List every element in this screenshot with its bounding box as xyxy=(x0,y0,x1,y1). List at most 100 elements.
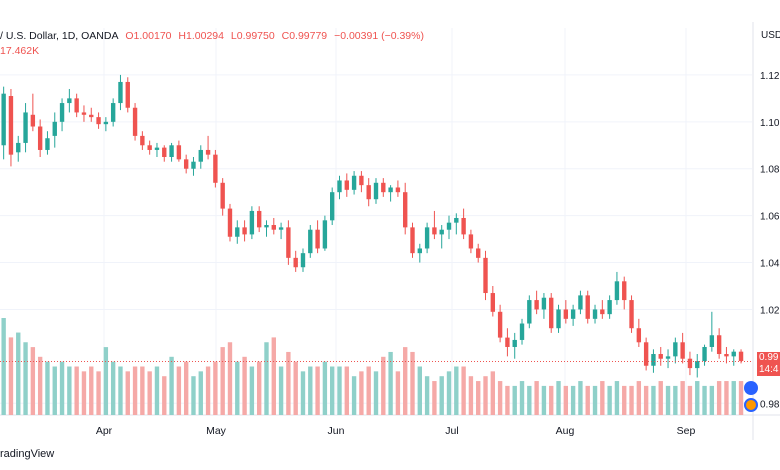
volume-bar xyxy=(23,342,28,415)
volume-bar xyxy=(600,381,605,415)
candle-body xyxy=(213,154,218,183)
volume-bar xyxy=(381,356,386,415)
open-value: O1.00170 xyxy=(125,30,172,42)
candle-body xyxy=(439,229,444,235)
candle-body xyxy=(738,351,744,362)
volume-bar xyxy=(395,371,401,415)
volume-bar xyxy=(643,385,649,415)
volume-bar xyxy=(695,381,700,415)
volume-bar xyxy=(490,371,496,415)
volume-bar xyxy=(81,371,87,415)
ohlc-legend: / U.S. Dollar, 1D, OANDA O1.00170 H1.002… xyxy=(0,30,428,42)
volume-bar xyxy=(30,347,36,415)
scroll-to-realtime-icon[interactable] xyxy=(744,381,758,395)
volume-bar xyxy=(476,381,481,415)
candle-body xyxy=(45,138,50,150)
last-price-tag: 0.99 14:4 xyxy=(757,352,780,376)
candle-body xyxy=(249,210,255,235)
volume-bar xyxy=(315,366,320,415)
volume-bars xyxy=(1,318,744,415)
volume-bar xyxy=(300,371,306,415)
volume-bar xyxy=(497,381,503,415)
last-price-label: 0.99 xyxy=(759,352,779,363)
candles xyxy=(1,74,744,378)
symbol-label: / U.S. Dollar, 1D, OANDA xyxy=(0,30,119,42)
candle-body xyxy=(512,339,517,347)
candle-body xyxy=(716,335,722,355)
x-tick-label: Jun xyxy=(328,425,345,437)
candle-body xyxy=(103,121,109,125)
candle-body xyxy=(446,222,452,230)
axis-currency: USD xyxy=(761,30,780,41)
close-value: C0.99779 xyxy=(281,30,328,42)
candle-body xyxy=(680,342,685,359)
volume-bar xyxy=(527,385,532,415)
candle-body xyxy=(191,161,196,169)
candle-body xyxy=(1,93,6,146)
candle-body xyxy=(636,328,642,343)
candle-body xyxy=(351,175,357,190)
volume-bar xyxy=(468,376,474,415)
volume-bar xyxy=(512,385,517,415)
event-marker-icon[interactable] xyxy=(744,398,758,412)
candle-body xyxy=(731,351,736,357)
volume-bar xyxy=(308,366,313,415)
candle-body xyxy=(592,309,598,319)
volume-bar xyxy=(709,385,715,415)
candle-body xyxy=(125,81,130,108)
y-tick-label: 0.98 xyxy=(760,399,780,410)
volume-bar xyxy=(132,366,138,415)
candle-body xyxy=(169,145,174,157)
volume-bar xyxy=(417,366,422,415)
volume-bar xyxy=(731,381,736,415)
candle-body xyxy=(556,309,561,329)
candle-body xyxy=(563,309,569,319)
volume-bar xyxy=(461,366,466,415)
candle-body xyxy=(432,227,437,235)
volume-bar xyxy=(169,356,174,415)
volume-bar xyxy=(227,342,233,415)
candle-body xyxy=(687,358,693,369)
change-value: −0.00391 (−0.39%) xyxy=(334,30,424,42)
candle-body xyxy=(424,227,430,249)
volume-bar xyxy=(213,361,218,415)
volume-bar xyxy=(140,366,145,415)
candle-body xyxy=(110,103,116,122)
volume-bar xyxy=(636,381,642,415)
candle-body xyxy=(373,182,379,200)
candle-body xyxy=(300,253,306,268)
volume-bar xyxy=(176,366,182,415)
candle-body xyxy=(30,114,36,127)
volume-bar xyxy=(366,366,371,415)
candle-body xyxy=(483,257,488,294)
candle-body xyxy=(81,112,87,115)
volume-bar xyxy=(483,376,488,415)
candle-body xyxy=(37,126,43,150)
candle-body xyxy=(52,121,57,136)
candle-body xyxy=(570,309,576,319)
low-value: L0.99750 xyxy=(230,30,275,42)
candle-body xyxy=(410,227,415,254)
candle-body xyxy=(256,210,262,228)
candle-body xyxy=(235,227,240,237)
high-value: H1.00294 xyxy=(178,30,224,42)
x-tick-label: Apr xyxy=(96,425,113,437)
candle-body xyxy=(665,356,671,359)
volume-bar xyxy=(235,361,240,415)
candle-body xyxy=(344,180,349,190)
volume-bar xyxy=(118,366,123,415)
volume-legend: 17.462K xyxy=(0,45,40,57)
candle-body xyxy=(8,96,14,155)
candle-body xyxy=(651,354,656,366)
volume-bar xyxy=(293,361,298,415)
candle-body xyxy=(643,342,649,366)
volume-bar xyxy=(702,385,707,415)
volume-bar xyxy=(724,381,729,415)
candle-body xyxy=(527,300,532,324)
candle-body xyxy=(308,229,313,254)
countdown-label: 14:4 xyxy=(759,364,779,375)
volume-bar xyxy=(191,376,196,415)
volume-bar xyxy=(373,371,379,415)
volume-bar xyxy=(205,366,211,415)
